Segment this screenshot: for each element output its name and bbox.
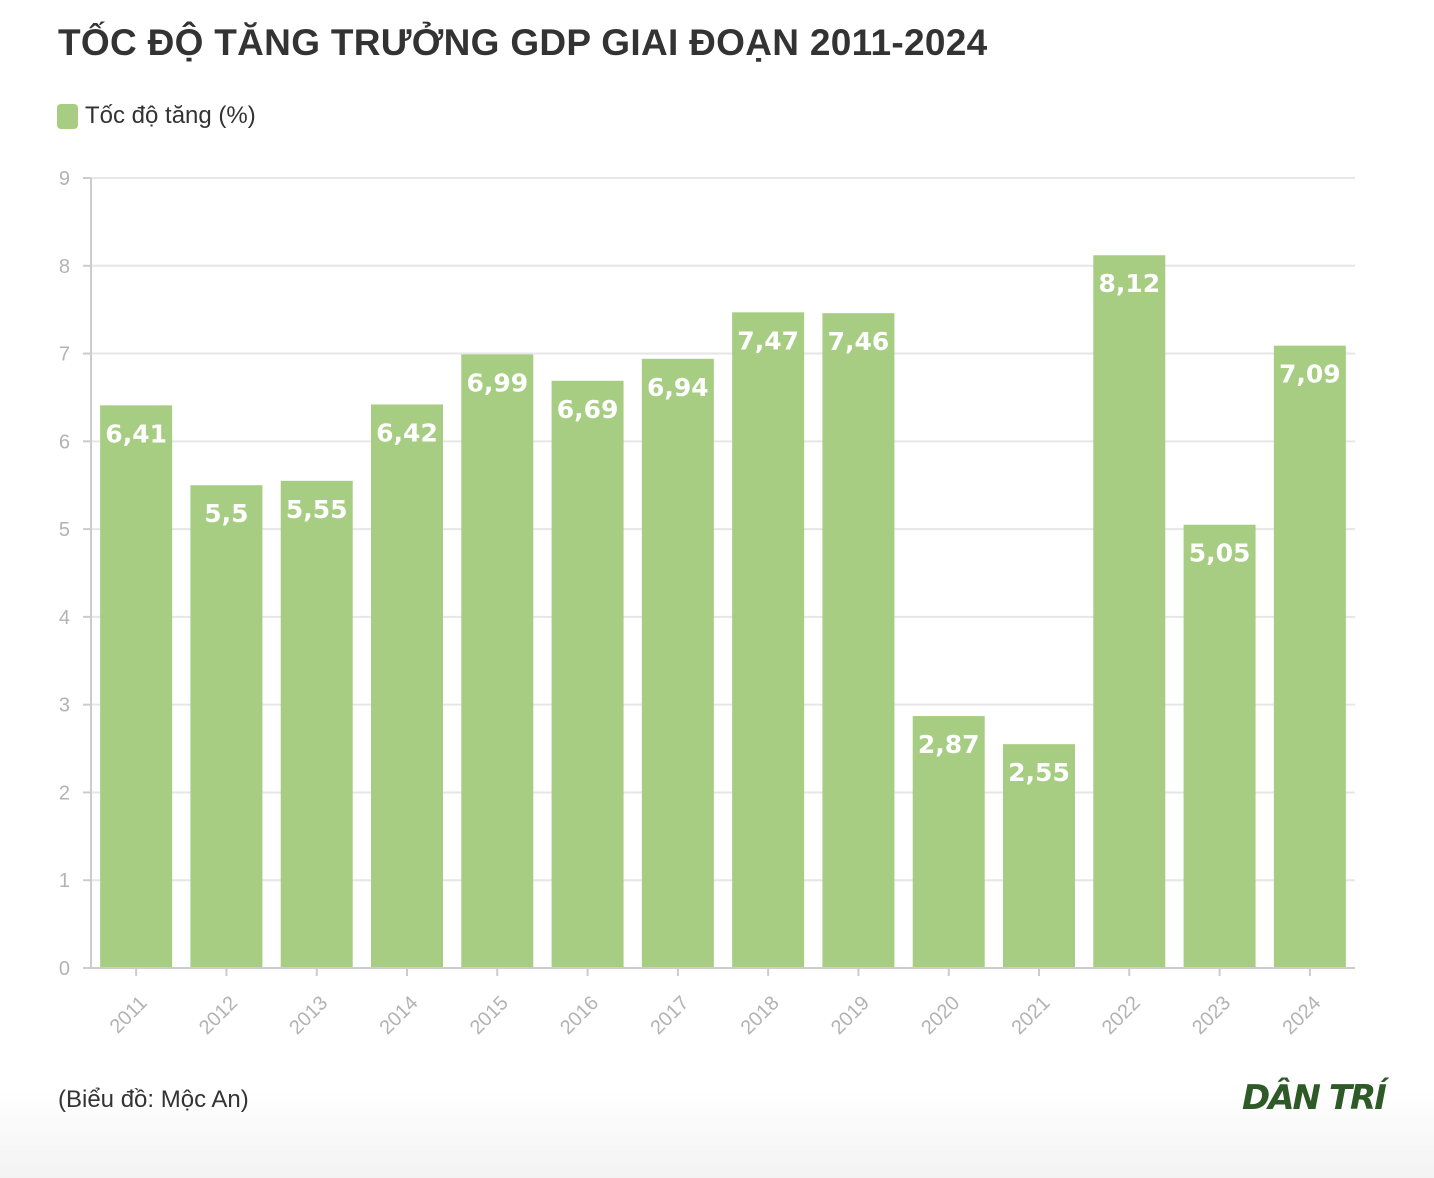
y-tick-label: 7 (59, 344, 70, 366)
legend-swatch (57, 103, 78, 129)
bar-value-label-2019: 7,46 (828, 327, 890, 356)
x-tick-label-2017: 2017 (646, 992, 693, 1039)
y-tick-label: 4 (59, 607, 70, 629)
bar-value-label-2023: 5,05 (1189, 539, 1251, 568)
chart-title: TỐC ĐỘ TĂNG TRƯỞNG GDP GIAI ĐOẠN 2011-20… (58, 22, 988, 63)
bar-value-label-2015: 6,99 (466, 368, 528, 397)
bar-2020 (912, 716, 985, 968)
y-tick-label: 8 (59, 256, 70, 278)
bottom-fade (0, 1088, 1434, 1178)
bar-2017 (641, 358, 714, 968)
bar-value-label-2021: 2,55 (1008, 758, 1070, 787)
bar-value-label-2012: 5,5 (204, 499, 248, 528)
bar-2014 (371, 404, 443, 968)
y-tick-label: 3 (59, 695, 70, 717)
x-tick-label-2021: 2021 (1008, 992, 1055, 1039)
bar-layer: 6,41 5,5 5,55 6,42 6,99 6,69 6,94 7,47 7,46 2,87 2… (100, 255, 1346, 969)
bar-chart: 0 1 2 3 4 5 6 7 8 9 6,41 5,5 5,55 6,42 6,99 6,69 6,94 7,… (59, 168, 1355, 1039)
bar-2016 (551, 380, 624, 968)
bar-2022 (1093, 255, 1166, 968)
x-tick-label-2014: 2014 (376, 992, 423, 1039)
x-axis-ticks: 2011 2012 2013 2014 2015 2016 2017 2018 2019 2020… (91, 967, 1355, 1039)
x-tick-label-2016: 2016 (556, 992, 603, 1039)
y-tick-label: 6 (59, 431, 70, 453)
bar-value-label-2020: 2,87 (918, 730, 980, 759)
bar-2015 (461, 354, 534, 968)
legend: Tốc độ tăng (%) (57, 102, 256, 130)
bar-value-label-2024: 7,09 (1279, 360, 1341, 389)
y-tick-label: 9 (59, 168, 70, 190)
x-tick-label-2024: 2024 (1278, 992, 1325, 1039)
bar-2011 (100, 405, 173, 968)
y-tick-label: 1 (59, 870, 70, 892)
x-tick-label-2013: 2013 (285, 992, 332, 1039)
bar-2021 (1003, 744, 1075, 968)
bar-value-label-2013: 5,55 (286, 495, 348, 524)
bar-value-label-2014: 6,42 (376, 418, 438, 447)
bar-value-label-2017: 6,94 (647, 373, 709, 402)
bar-2013 (280, 480, 353, 968)
bar-value-label-2022: 8,12 (1098, 269, 1160, 298)
bar-2018 (732, 312, 805, 968)
y-tick-label: 5 (59, 519, 70, 541)
bar-value-label-2016: 6,69 (557, 395, 619, 424)
dantri-logo: DÂN TRÍ (1242, 1078, 1387, 1118)
x-tick-label-2018: 2018 (737, 992, 784, 1039)
bar-2023 (1183, 524, 1256, 968)
legend-label: Tốc độ tăng (%) (85, 102, 256, 129)
x-tick-label-2022: 2022 (1098, 992, 1145, 1039)
bar-value-label-2018: 7,47 (737, 326, 799, 355)
y-tick-label: 2 (59, 782, 70, 804)
y-tick-label: 0 (59, 958, 70, 980)
x-tick-label-2011: 2011 (106, 992, 152, 1038)
bar-2019 (822, 313, 895, 969)
bar-value-label-2011: 6,41 (105, 419, 167, 448)
x-tick-label-2020: 2020 (917, 992, 964, 1039)
x-tick-label-2019: 2019 (827, 992, 874, 1039)
x-tick-label-2023: 2023 (1188, 992, 1235, 1039)
source-credit: (Biểu đồ: Mộc An) (58, 1086, 249, 1113)
bar-2012 (190, 485, 263, 968)
bar-2024 (1273, 345, 1346, 969)
x-tick-label-2015: 2015 (466, 992, 513, 1039)
x-tick-label-2012: 2012 (195, 992, 242, 1039)
